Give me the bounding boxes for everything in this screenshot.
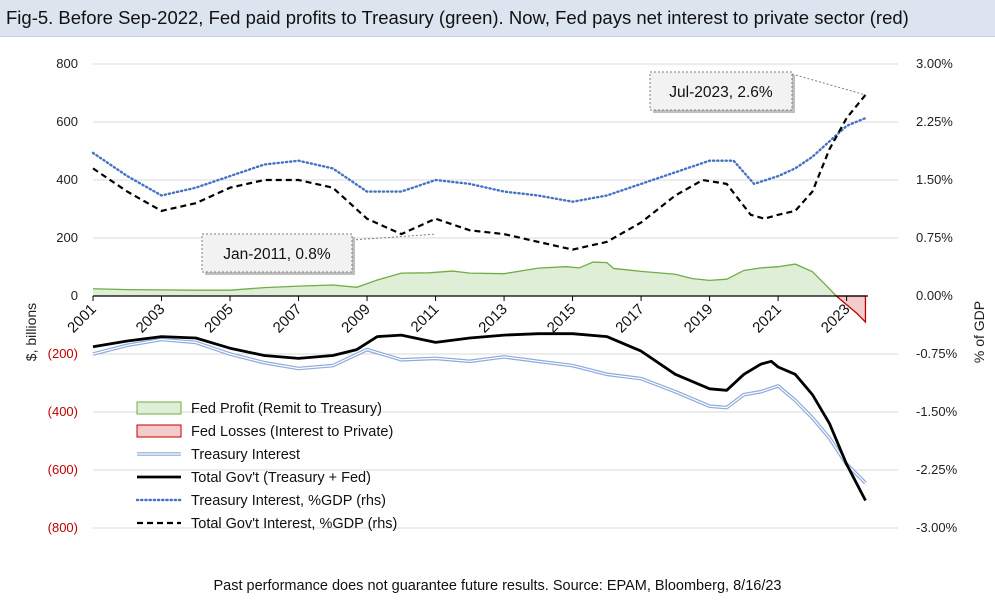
y-axis-right: 3.00% 2.25% 1.50% 0.75% 0.00% -0.75% -1.50% -2.… [916, 56, 958, 535]
y-tick-label: 800 [56, 56, 78, 71]
legend-label: Treasury Interest [191, 447, 300, 463]
treasury-pct-gdp-line [91, 116, 867, 203]
y2-tick-label: 1.50% [916, 172, 953, 187]
legend-item: Total Gov't (Treasury + Fed) [137, 470, 371, 486]
y2-tick-label: -1.50% [916, 404, 958, 419]
legend-label: Treasury Interest, %GDP (rhs) [191, 493, 386, 509]
total-gov-line [92, 332, 867, 502]
x-tick-label: 2021 [749, 301, 785, 337]
x-tick-label: 2007 [270, 301, 306, 337]
legend-label: Fed Profit (Remit to Treasury) [191, 401, 382, 417]
treasury-interest-line-inner [92, 338, 866, 484]
y-tick-label: (400) [48, 404, 78, 419]
chart: 2001 2003 2005 2007 2009 2011 2013 2015 2017 2019… [23, 56, 987, 535]
x-tick-label: 2013 [475, 301, 511, 337]
y-axis-left-label: $, billions [23, 303, 39, 361]
y2-tick-label: 2.25% [916, 114, 953, 129]
annotations: Jul-2023, 2.6% Jan-2011, 0.8% [201, 71, 866, 275]
annotation-label: Jul-2023, 2.6% [669, 84, 773, 101]
x-tick-label: 2009 [338, 301, 374, 337]
legend-label: Total Gov't Interest, %GDP (rhs) [191, 516, 397, 532]
line-series [91, 94, 867, 502]
legend-swatch-fed-loss [136, 424, 182, 438]
x-tick-label: 2011 [408, 301, 443, 336]
x-tick-label: 2003 [133, 301, 169, 337]
y2-tick-label: 3.00% [916, 56, 953, 71]
x-axis: 2001 2003 2005 2007 2009 2011 2013 2015 2017 2019… [64, 295, 868, 337]
x-tick-label: 2017 [612, 301, 648, 337]
annotation-leader [791, 73, 866, 96]
annotation-leader [351, 233, 436, 241]
total-gov-pct-gdp-line [92, 94, 867, 251]
legend-item: Fed Profit (Remit to Treasury) [136, 401, 382, 417]
y-tick-label: 400 [56, 172, 78, 187]
footer-note: Past performance does not guarantee futu… [213, 578, 782, 594]
legend-item: Treasury Interest [137, 447, 300, 463]
legend-item: Total Gov't Interest, %GDP (rhs) [137, 516, 397, 532]
fed-profit-line [92, 261, 837, 297]
legend-swatch-fed-profit [136, 401, 182, 415]
y2-tick-label: -2.25% [916, 462, 958, 477]
legend-item: Treasury Interest, %GDP (rhs) [135, 493, 386, 509]
y2-tick-label: -3.00% [916, 520, 958, 535]
y-tick-label: 600 [56, 114, 78, 129]
y-tick-label: (600) [48, 462, 78, 477]
chart-title: Fig-5. Before Sep-2022, Fed paid profits… [6, 7, 909, 28]
y-axis-left: 800 600 400 200 0 (200) (400) (600) (800) [48, 56, 78, 535]
annotation-box [201, 233, 353, 273]
legend: Fed Profit (Remit to Treasury) Fed Losses… [135, 401, 397, 532]
annotation-box [649, 71, 793, 111]
y2-tick-label: 0.75% [916, 230, 953, 245]
x-tick-label: 2001 [64, 301, 100, 337]
y-axis-right-label: % of GDP [971, 301, 987, 363]
legend-label: Fed Losses (Interest to Private) [191, 424, 393, 440]
title-bar: Fig-5. Before Sep-2022, Fed paid profits… [0, 0, 995, 37]
y-tick-label: 200 [56, 230, 78, 245]
x-tick-label: 2015 [544, 301, 580, 337]
y-tick-label: 0 [71, 288, 78, 303]
x-tick-label: 2005 [201, 301, 237, 337]
legend-item: Fed Losses (Interest to Private) [136, 424, 393, 440]
x-tick-label: 2019 [681, 301, 717, 337]
legend-label: Total Gov't (Treasury + Fed) [191, 470, 371, 486]
y-tick-label: (200) [48, 346, 78, 361]
y2-tick-label: 0.00% [916, 288, 953, 303]
annotation-label: Jan-2011, 0.8% [223, 246, 331, 263]
y-tick-label: (800) [48, 520, 78, 535]
y2-tick-label: -0.75% [916, 346, 958, 361]
